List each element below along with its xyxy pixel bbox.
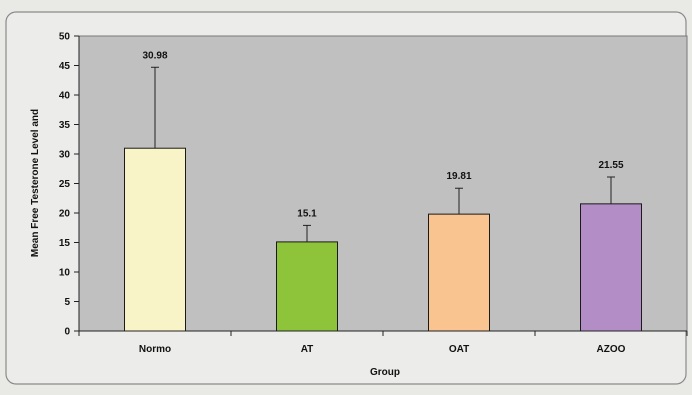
error-bars-layer: [151, 66, 615, 242]
data-label: 19.81: [446, 171, 471, 182]
y-tick-label: 20: [59, 209, 71, 220]
axes-layer: 0 5 10 15 20 25 30 35 40 45 50 Normo AT OAT AZOO: [59, 32, 688, 355]
y-tick-label: 5: [64, 297, 70, 308]
bar-oat: [428, 213, 490, 332]
y-tick-label: 25: [59, 179, 71, 190]
y-tick-label: 30: [59, 150, 71, 161]
y-tick-label: 50: [59, 32, 71, 43]
data-label: 30.98: [142, 50, 167, 61]
bar-azoo: [580, 203, 642, 332]
y-tick-label: 15: [59, 238, 71, 249]
bar-normo: [124, 147, 186, 332]
y-axis-title: Mean Free Testerone Level and: [30, 109, 41, 257]
data-labels-layer: 30.98 15.1 19.81 21.55: [142, 50, 623, 219]
y-tick-label: 0: [64, 327, 70, 338]
data-label: 21.55: [598, 160, 623, 171]
bars-layer: [124, 147, 642, 332]
x-tick-label: AZOO: [597, 344, 626, 355]
x-tick-label: AT: [301, 344, 314, 355]
y-tick-label: 45: [59, 61, 71, 72]
y-tick-label: 35: [59, 120, 71, 131]
y-tick-label: 40: [59, 91, 71, 102]
x-axis-title: Group: [370, 367, 400, 378]
y-tick-label: 10: [59, 268, 71, 279]
x-tick-label: Normo: [139, 344, 171, 355]
x-tick-label: OAT: [449, 344, 469, 355]
data-label: 15.1: [297, 208, 317, 219]
bar-at: [276, 241, 338, 332]
